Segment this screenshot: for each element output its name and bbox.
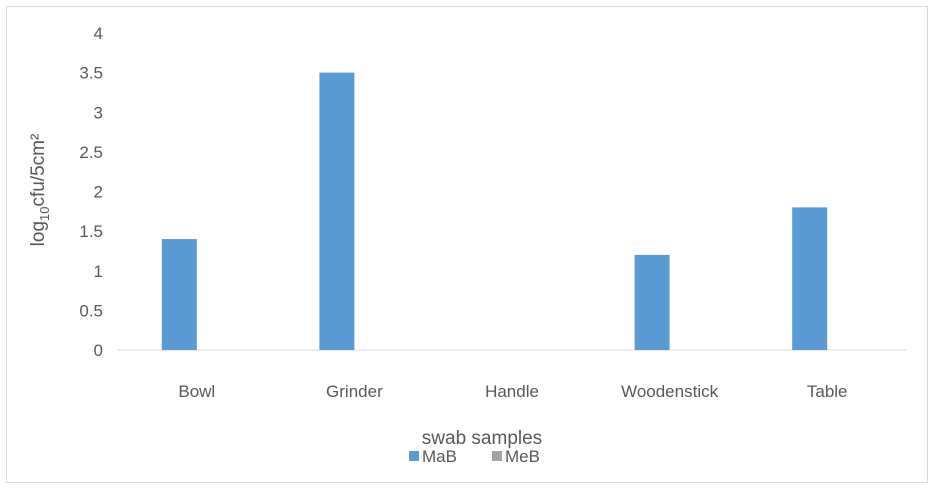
bar-mab-table [792, 207, 828, 350]
x-axis-title: swab samples [422, 428, 542, 449]
bar-mab-bowl [161, 239, 197, 350]
y-tick-label: 0 [94, 341, 103, 360]
category-label: Grinder [326, 382, 383, 401]
bars [161, 72, 828, 350]
y-tick-label: 1 [94, 262, 103, 281]
y-tick-label: 4 [94, 24, 103, 43]
legend: MaB MeB [409, 447, 540, 466]
y-tick-label: 2 [94, 183, 103, 202]
category-label: Handle [485, 382, 539, 401]
legend-swatch-meb [492, 451, 502, 461]
legend-swatch-mab [409, 451, 419, 461]
bar-mab-woodenstick [634, 254, 670, 350]
legend-label-mab: MaB [422, 447, 457, 466]
category-label: Table [807, 382, 848, 401]
bar-mab-grinder [319, 72, 355, 350]
y-tick-label: 1.5 [79, 222, 103, 241]
category-labels: Bowl Grinder Handle Woodenstick Table [178, 382, 847, 401]
y-tick-label: 0.5 [79, 301, 103, 320]
category-label: Bowl [178, 382, 215, 401]
legend-label-meb: MeB [505, 447, 540, 466]
y-axis-title: log10cfu/5cm² [28, 134, 52, 247]
y-tick-label: 3 [94, 103, 103, 122]
category-label: Woodenstick [621, 382, 719, 401]
chart-frame [6, 6, 928, 483]
y-tick-label: 3.5 [79, 64, 103, 83]
y-axis-ticks: 0 0.5 1 1.5 2 2.5 3 3.5 4 [79, 24, 103, 360]
y-tick-label: 2.5 [79, 143, 103, 162]
